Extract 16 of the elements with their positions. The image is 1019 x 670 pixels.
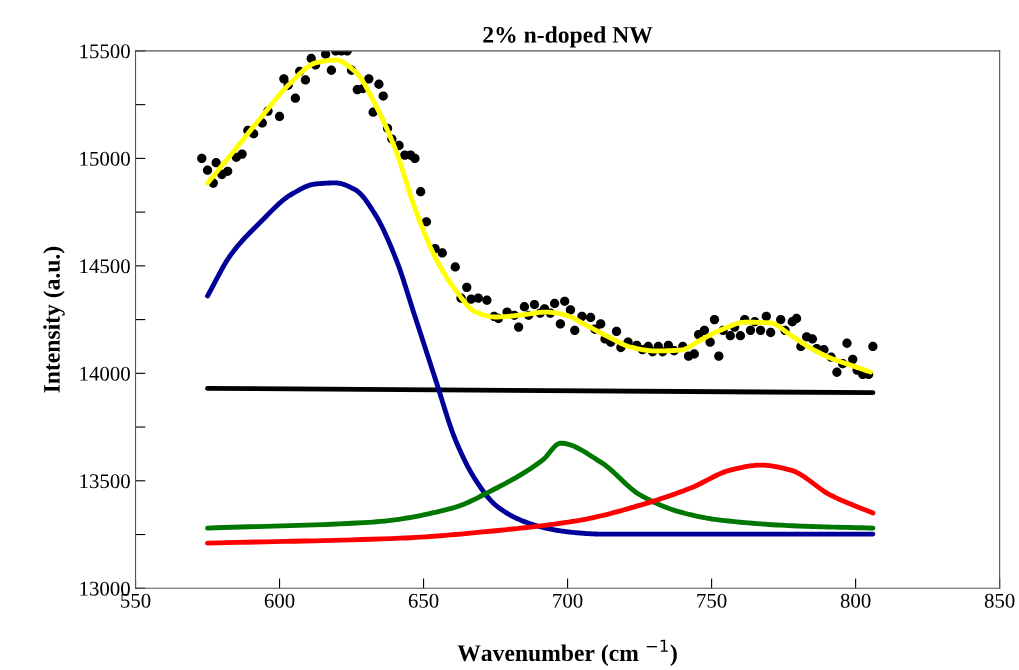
y-tick-label: 14500 bbox=[80, 259, 130, 274]
y-tick-label: 15500 bbox=[80, 44, 130, 59]
y-tick-label: 13500 bbox=[80, 474, 130, 489]
x-tick-label: 550 bbox=[121, 593, 151, 608]
y-tick-label: 15000 bbox=[80, 151, 130, 166]
y-tick-label: 14000 bbox=[80, 366, 130, 381]
x-tick-label: 700 bbox=[553, 593, 583, 608]
x-tick-label: 650 bbox=[408, 593, 439, 608]
y-tick-label: 13000 bbox=[80, 581, 130, 596]
x-tick-label: 850 bbox=[984, 593, 1015, 608]
x-axis-title: Wavenumber (cm $^{−1}$) bbox=[457, 639, 677, 666]
x-tick-label: 600 bbox=[264, 593, 295, 608]
x-tick-label: 800 bbox=[840, 593, 871, 608]
x-tick-label: 750 bbox=[697, 593, 727, 608]
y-axis-title: Intensity (a.u.) bbox=[43, 246, 65, 393]
chart-title: 2% n-doped NW bbox=[483, 26, 653, 48]
